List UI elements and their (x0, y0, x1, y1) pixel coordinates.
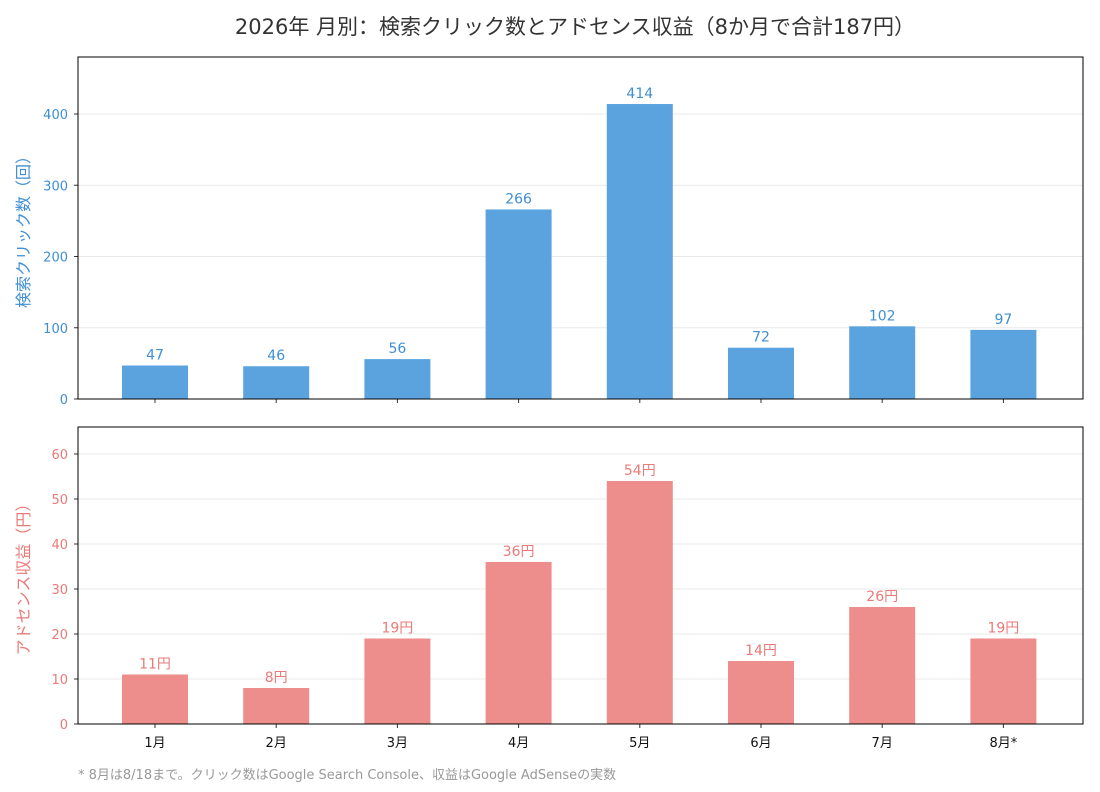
clicks-data-label: 266 (505, 191, 532, 207)
clicks-data-label: 102 (869, 308, 896, 324)
clicks-data-label: 97 (994, 312, 1012, 328)
clicks-y-tick-label: 100 (43, 322, 68, 337)
clicks-y-tick-label: 200 (43, 251, 68, 266)
clicks-bar (364, 359, 431, 399)
x-tick-label: 1月 (144, 736, 165, 751)
revenue-bar (970, 638, 1037, 724)
x-tick-label: 6月 (750, 736, 771, 751)
revenue-bar (606, 481, 673, 724)
x-tick-label: 2月 (266, 736, 287, 751)
revenue-bar (849, 607, 916, 724)
clicks-y-tick-label: 300 (43, 179, 68, 194)
revenue-bar (364, 638, 431, 724)
revenue-data-label: 36円 (503, 544, 535, 560)
clicks-data-label: 56 (388, 341, 406, 357)
revenue-panel: 0 10 20 30 40 50 60 11円 8円 19円 36円 54円 14円 26円 19円 アドセン… (14, 426, 1084, 733)
clicks-bar (849, 326, 916, 399)
x-tick-label: 3月 (387, 736, 408, 751)
revenue-bar (485, 562, 552, 724)
revenue-data-label: 11円 (139, 657, 171, 673)
revenue-data-label: 54円 (624, 463, 656, 479)
chart-title: 2026年 月別：検索クリック数とアドセンス収益（8か月で合計187円） (235, 15, 915, 39)
revenue-y-tick-label: 30 (51, 583, 68, 598)
clicks-data-label: 414 (626, 86, 653, 102)
clicks-bar (606, 104, 673, 400)
clicks-data-label: 47 (146, 348, 164, 364)
footnote: * 8月は8/18まで。クリック数はGoogle Search Console、… (78, 767, 616, 783)
clicks-bar (243, 366, 310, 399)
clicks-y-tick-label: 400 (43, 108, 68, 123)
revenue-data-label: 8円 (265, 670, 288, 686)
x-tick-label: 4月 (508, 736, 529, 751)
clicks-bar (122, 365, 188, 399)
clicks-bar (728, 347, 794, 399)
x-tick-label: 7月 (872, 736, 893, 751)
revenue-y-tick-label: 0 (60, 718, 68, 733)
revenue-bar (122, 674, 188, 724)
revenue-bar (728, 661, 794, 724)
revenue-bar (243, 688, 310, 724)
revenue-data-label: 14円 (745, 643, 777, 659)
clicks-y-tick-label: 0 (60, 393, 68, 408)
revenue-y-tick-label: 40 (51, 538, 68, 553)
revenue-y-tick-label: 50 (51, 493, 68, 508)
x-axis-labels: 1月 2月 3月 4月 5月 6月 7月 8月* (144, 736, 1017, 751)
revenue-y-axis-title: アドセンス収益（円） (14, 496, 33, 656)
revenue-plot-frame (77, 426, 1084, 725)
x-tick-label: 8月* (990, 736, 1018, 751)
x-tick-label: 5月 (629, 736, 650, 751)
clicks-bar (970, 329, 1037, 399)
revenue-data-label: 19円 (987, 621, 1019, 637)
clicks-y-axis-title: 検索クリック数（回） (14, 148, 33, 308)
revenue-y-tick-label: 10 (51, 673, 68, 688)
clicks-data-label: 72 (752, 330, 770, 346)
clicks-bar (485, 209, 552, 399)
clicks-plot-frame (77, 56, 1084, 400)
revenue-y-tick-label: 20 (51, 628, 68, 643)
clicks-data-label: 46 (267, 348, 285, 364)
clicks-panel: 0 100 200 300 400 47 46 56 266 414 72 102 97 検索クリック数（… (14, 56, 1084, 408)
revenue-y-tick-label: 60 (51, 448, 68, 463)
revenue-data-label: 26円 (866, 589, 898, 605)
revenue-data-label: 19円 (381, 621, 413, 637)
